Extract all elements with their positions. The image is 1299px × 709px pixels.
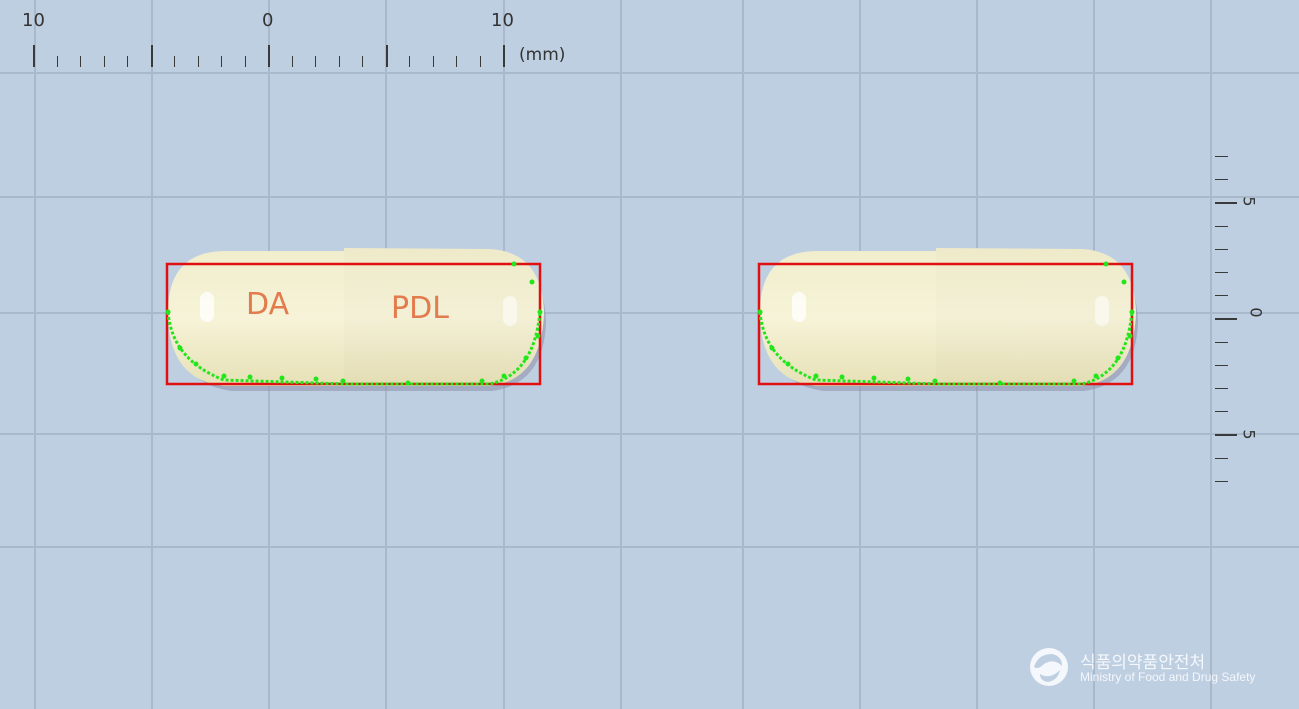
bounding-box <box>165 262 542 386</box>
contour-outline <box>166 311 542 386</box>
ruler-tick <box>456 56 457 67</box>
ruler-tick <box>1215 156 1228 157</box>
ruler-tick <box>33 45 35 67</box>
logo-korean-text: 식품의약품안전처 <box>1080 653 1206 673</box>
ruler-label: 10 <box>22 10 45 31</box>
contour-outline <box>758 311 1134 386</box>
ruler-tick <box>1215 295 1228 297</box>
ruler-tick <box>1215 272 1228 273</box>
ruler-label: 5 <box>1239 196 1259 207</box>
ruler-tick <box>1215 179 1228 181</box>
ruler-label: 0 <box>262 10 274 31</box>
ruler-tick <box>338 56 340 67</box>
imprint-text: PDL <box>391 291 449 326</box>
ruler-tick <box>174 56 175 67</box>
ruler-tick <box>221 56 222 67</box>
ruler-tick <box>291 56 293 67</box>
ruler-tick <box>268 45 270 67</box>
ruler-tick <box>80 56 81 67</box>
ruler-label: 10 <box>491 10 514 31</box>
ruler-tick <box>150 45 153 67</box>
ruler-tick <box>1215 202 1237 205</box>
capsule-front: DA PDL <box>165 248 546 391</box>
grid-line <box>151 0 153 709</box>
ruler-tick <box>1215 318 1237 321</box>
imprint-text: DA <box>246 287 290 322</box>
ruler-tick <box>197 56 199 67</box>
grid-line <box>742 0 744 709</box>
ruler-tick <box>1215 457 1228 459</box>
capsule-body <box>760 251 937 386</box>
mfds-logo: 식품의약품안전처 Ministry of Food and Drug Safet… <box>1028 644 1288 694</box>
ruler-tick <box>362 56 363 67</box>
ruler-tick <box>503 45 505 67</box>
ruler-tick <box>479 56 481 67</box>
grid-line <box>0 433 1299 435</box>
ruler-tick <box>315 56 316 67</box>
capsule-cap <box>344 248 544 386</box>
grid-line <box>0 72 1299 74</box>
ruler-tick <box>1215 434 1237 437</box>
grid-line <box>0 196 1299 198</box>
ruler-tick <box>1215 341 1228 343</box>
ruler-tick <box>1215 225 1228 227</box>
ruler-tick <box>385 45 388 67</box>
ruler-tick <box>409 56 410 67</box>
grid-line <box>0 312 1299 314</box>
capsule-cap <box>936 248 1136 386</box>
ruler-tick <box>1215 480 1228 482</box>
bounding-box <box>757 262 1134 386</box>
ruler-tick <box>1215 388 1228 389</box>
ruler-tick <box>103 56 105 67</box>
grid-line <box>620 0 622 709</box>
ruler-unit: (mm) <box>519 45 566 65</box>
mfds-emblem-icon <box>1030 648 1068 686</box>
grid-line <box>0 546 1299 548</box>
logo-english-text: Ministry of Food and Drug Safety <box>1080 670 1256 684</box>
grid-line <box>34 0 36 709</box>
ruler-tick <box>56 56 58 67</box>
ruler-tick <box>244 56 246 67</box>
ruler-tick <box>1215 248 1228 250</box>
capsule-body <box>168 251 345 386</box>
ruler-tick <box>1215 364 1228 366</box>
ruler-tick <box>432 56 434 67</box>
ruler-tick <box>127 56 128 67</box>
ruler-tick <box>1215 411 1228 413</box>
ruler-label: 5 <box>1239 429 1259 440</box>
capsule-back <box>757 248 1138 391</box>
grid-line <box>1210 0 1212 709</box>
ruler-label: 0 <box>1246 307 1266 318</box>
